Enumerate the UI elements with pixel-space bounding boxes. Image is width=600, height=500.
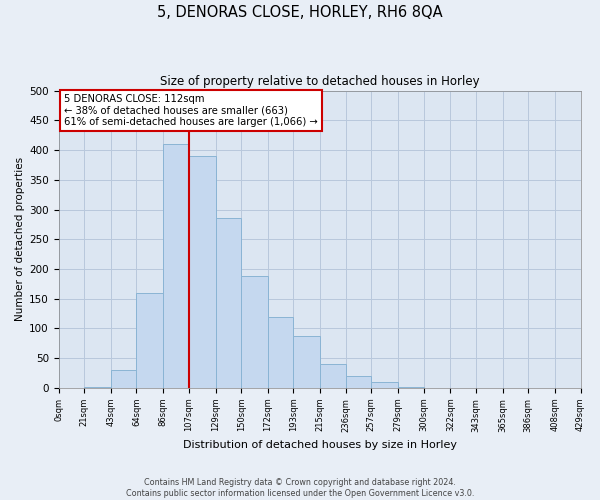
Title: Size of property relative to detached houses in Horley: Size of property relative to detached ho… — [160, 75, 479, 88]
Bar — [241, 276, 268, 388]
Bar — [111, 370, 136, 388]
Text: 5, DENORAS CLOSE, HORLEY, RH6 8QA: 5, DENORAS CLOSE, HORLEY, RH6 8QA — [157, 5, 443, 20]
Bar — [189, 156, 215, 388]
Bar — [293, 336, 320, 388]
Bar — [136, 293, 163, 388]
X-axis label: Distribution of detached houses by size in Horley: Distribution of detached houses by size … — [182, 440, 457, 450]
Y-axis label: Number of detached properties: Number of detached properties — [15, 157, 25, 322]
Text: Contains HM Land Registry data © Crown copyright and database right 2024.
Contai: Contains HM Land Registry data © Crown c… — [126, 478, 474, 498]
Text: 5 DENORAS CLOSE: 112sqm
← 38% of detached houses are smaller (663)
61% of semi-d: 5 DENORAS CLOSE: 112sqm ← 38% of detache… — [64, 94, 317, 126]
Bar — [371, 382, 398, 388]
Bar — [346, 376, 371, 388]
Bar — [398, 387, 424, 388]
Bar — [84, 387, 111, 388]
Bar — [320, 364, 346, 388]
Bar — [163, 144, 189, 388]
Bar — [215, 218, 241, 388]
Bar — [268, 316, 293, 388]
